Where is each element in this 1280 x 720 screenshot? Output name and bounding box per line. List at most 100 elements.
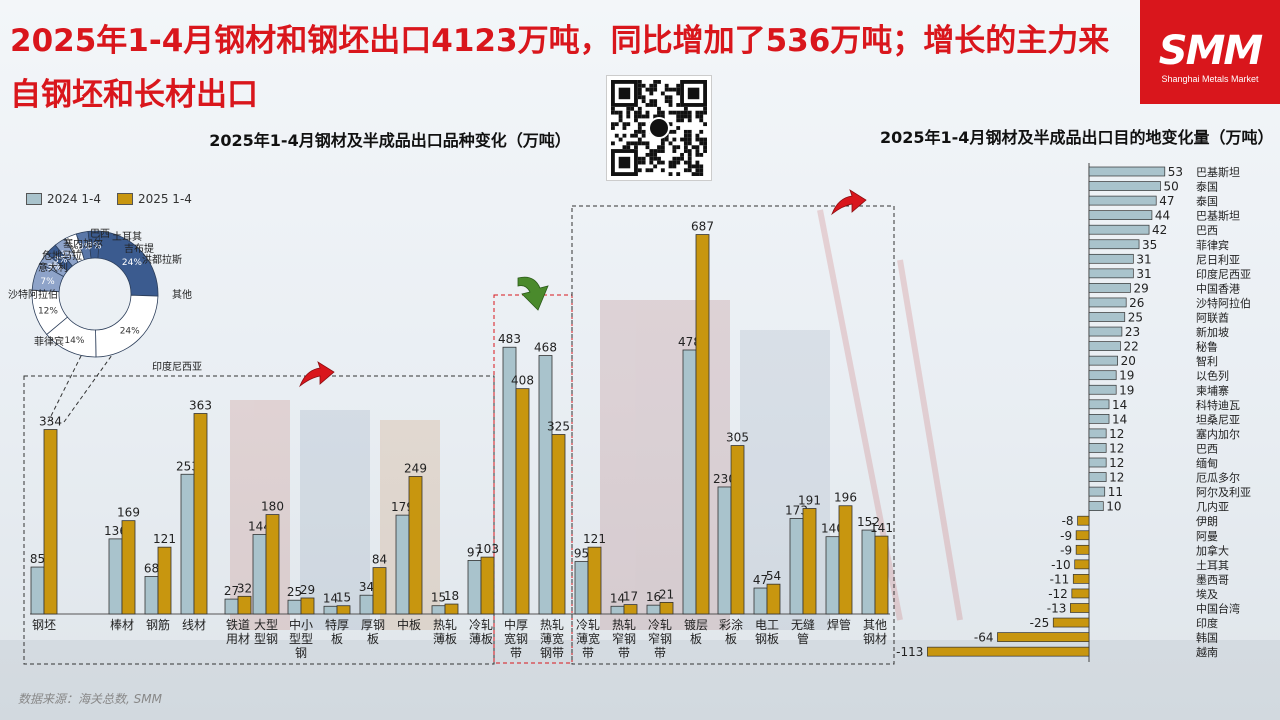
up-arrow-icon: [299, 361, 335, 388]
destination-category-label: 阿联酋: [1196, 311, 1229, 325]
product-chart-title: 2025年1-4月钢材及半成品出口品种变化（万吨）: [209, 131, 571, 150]
category-label: 薄宽: [540, 631, 564, 646]
destination-value-label: 12: [1109, 441, 1124, 455]
destination-value-label: 19: [1119, 369, 1134, 383]
donut-category-label: 菲律宾: [34, 335, 64, 348]
destination-value-label: -10: [1051, 558, 1071, 572]
bar-value-label: 173: [785, 503, 808, 517]
category-label: 热轧: [612, 618, 636, 632]
destination-category-label: 墨西哥: [1196, 573, 1229, 586]
destination-value-label: 47: [1159, 194, 1174, 208]
destination-value-label: 22: [1123, 340, 1138, 354]
category-label: 钢板: [755, 632, 779, 646]
category-label: 镀层: [684, 618, 708, 632]
destination-bar-25: [1075, 530, 1090, 541]
category-label: 中厚: [504, 617, 528, 632]
destination-bar-26: [1075, 544, 1090, 555]
destination-bar-14: [1088, 370, 1117, 381]
destination-value-label: -11: [1050, 572, 1070, 586]
destination-category-label: 塞内加尔: [1196, 427, 1240, 441]
donut-category-label: 沙特阿拉伯: [8, 288, 58, 301]
category-label: 带: [618, 646, 630, 660]
down-arrow-icon: [517, 276, 549, 311]
bar-value-label: 180: [261, 500, 284, 514]
destination-category-label: 巴基斯坦: [1196, 209, 1240, 223]
destination-bar-8: [1088, 283, 1131, 293]
destination-category-label: 越南: [1196, 645, 1218, 659]
group-box: [23, 375, 495, 665]
bar-2025-17: [695, 234, 710, 615]
category-label: 冷轧: [469, 618, 493, 632]
destination-category-label: 菲律宾: [1196, 238, 1229, 252]
donut-slice-10: [87, 230, 101, 259]
bar-value-label: 14: [610, 591, 625, 605]
bar-value-label: 54: [766, 569, 781, 583]
destination-value-label: 12: [1109, 471, 1124, 485]
destination-bar-27: [1074, 559, 1090, 570]
bar-value-label: 483: [498, 332, 521, 346]
destination-bar-24: [1077, 515, 1090, 526]
logo-subtitle: Shanghai Metals Market: [1161, 74, 1259, 84]
destination-chart-title: 2025年1-4月钢材及半成品出口目的地变化量（万吨）: [880, 128, 1274, 147]
legend-label-2025: 2025 1-4: [137, 192, 192, 206]
destination-bar-1: [1088, 181, 1161, 191]
bar-value-label: 15: [431, 591, 446, 605]
category-label: 管: [797, 631, 809, 646]
bar-2025-14: [587, 546, 602, 615]
destination-category-label: 中国台湾: [1196, 602, 1240, 616]
bar-value-label: 16: [646, 590, 661, 604]
category-label: 板: [690, 632, 702, 646]
bar-value-label: 230: [713, 472, 736, 486]
bar-value-label: 687: [691, 220, 714, 234]
destination-bar-28: [1072, 574, 1090, 584]
legend-swatch-2024: [26, 193, 42, 205]
legend-swatch-2025: [116, 193, 133, 205]
legend-label-2024: 2024 1-4: [47, 192, 101, 206]
destination-bar-16: [1088, 399, 1110, 410]
category-label: 中小: [289, 617, 313, 632]
category-label: 大型: [254, 618, 278, 632]
bar-value-label: 121: [153, 532, 176, 546]
destination-category-label: 坦桑尼亚: [1196, 412, 1240, 426]
destination-value-label: 44: [1155, 209, 1170, 223]
bar-value-label: 179: [391, 500, 414, 514]
destination-category-label: 阿尔及利亚: [1196, 486, 1251, 499]
bar-value-label: 408: [511, 374, 534, 388]
destination-category-label: 几内亚: [1196, 500, 1229, 514]
bar-value-label: 249: [404, 461, 427, 475]
qr-code[interactable]: [606, 75, 712, 181]
destination-bar-22: [1088, 486, 1106, 497]
donut-value-label: 24%: [122, 258, 142, 268]
bar-value-label: 334: [39, 415, 62, 429]
destination-bar-13: [1088, 355, 1118, 366]
bar-value-label: 191: [798, 494, 821, 508]
destination-category-label: 埃及: [1196, 587, 1218, 601]
donut-value-label: 3%: [87, 242, 102, 252]
category-label: 冷轧: [648, 618, 672, 632]
bar-2025-11: [480, 556, 495, 615]
destination-category-label: 土耳其: [1196, 559, 1229, 572]
donut-category-label: 吉布提: [124, 243, 154, 255]
bar-2025-12: [515, 388, 530, 615]
destination-category-label: 伊朗: [1196, 515, 1218, 528]
legend-item-2025: 2025 1-4: [116, 192, 192, 206]
logo-mark: SMM: [1158, 28, 1263, 74]
bar-2025-10: [444, 603, 459, 615]
destination-value-label: -13: [1047, 602, 1067, 616]
destination-value-label: -8: [1062, 514, 1074, 528]
category-label: 薄板: [469, 631, 493, 646]
destination-bar-3: [1088, 210, 1153, 220]
destination-bar-4: [1088, 224, 1150, 235]
bar-value-label: 27: [224, 584, 239, 598]
destination-value-label: 53: [1168, 165, 1183, 179]
category-label: 宽钢: [504, 631, 528, 646]
category-label: 钢带: [540, 646, 564, 660]
bar-value-label: 34: [359, 580, 374, 594]
bar-2025-4: [237, 595, 252, 615]
category-label: 钢材: [863, 632, 887, 646]
destination-category-label: 新加坡: [1196, 325, 1229, 339]
bar-value-label: 140: [821, 522, 844, 536]
